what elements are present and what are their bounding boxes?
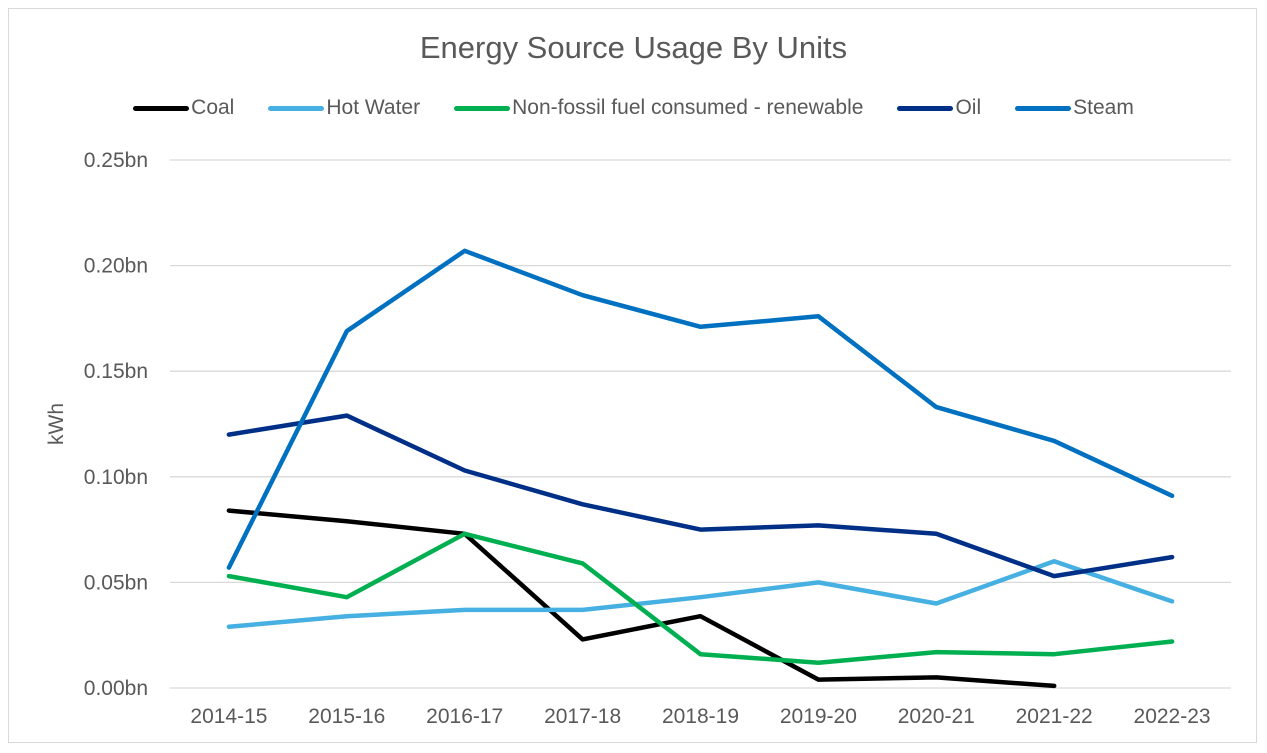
y-tick-label: 0.10bn — [84, 466, 148, 489]
legend-item-oil: Oil — [897, 96, 981, 120]
legend-swatch — [268, 105, 325, 111]
y-tick-label: 0.25bn — [84, 149, 148, 172]
legend-item-hot-water: Hot Water — [268, 96, 420, 120]
legend-item-coal: Coal — [133, 96, 234, 120]
x-tick-label: 2019-20 — [780, 705, 857, 728]
x-tick-label: 2015-16 — [308, 705, 385, 728]
legend-swatch — [897, 105, 954, 111]
y-tick-label: 0.00bn — [84, 677, 148, 700]
series-line-coal — [226, 508, 1057, 689]
legend-label: Non-fossil fuel consumed - renewable — [512, 96, 864, 119]
x-tick-label: 2017-18 — [544, 705, 621, 728]
legend: Coal Hot Water Non-fossil fuel consumed - … — [0, 96, 1267, 120]
legend-label: Coal — [191, 96, 235, 119]
legend-item-steam: Steam — [1015, 96, 1134, 120]
x-tick-label: 2022-23 — [1134, 705, 1211, 728]
x-tick-label: 2014-15 — [190, 705, 267, 728]
legend-swatch — [133, 105, 190, 111]
y-tick-label: 0.15bn — [84, 360, 148, 383]
x-tick-label: 2020-21 — [898, 705, 975, 728]
series-line-non-fossil-fuel-consumed-renewable — [226, 531, 1175, 665]
series-line-steam — [226, 248, 1175, 570]
legend-label: Steam — [1073, 96, 1134, 119]
legend-label: Oil — [955, 96, 982, 119]
chart-frame — [8, 8, 1257, 743]
legend-item-non-fossil-fuel-consumed-renewable: Non-fossil fuel consumed - renewable — [454, 96, 863, 120]
legend-label: Hot Water — [326, 96, 421, 119]
y-tick-label: 0.05bn — [84, 571, 148, 594]
y-axis-label: kWh — [45, 403, 68, 445]
x-tick-label: 2018-19 — [662, 705, 739, 728]
chart-title: Energy Source Usage By Units — [419, 30, 848, 65]
legend-swatch — [1015, 105, 1072, 111]
legend-swatch — [454, 105, 511, 111]
series-line-hot-water — [226, 559, 1175, 630]
y-tick-label: 0.20bn — [84, 255, 148, 278]
x-tick-label: 2016-17 — [426, 705, 503, 728]
x-tick-label: 2021-22 — [1016, 705, 1093, 728]
series-line-oil — [226, 413, 1175, 579]
